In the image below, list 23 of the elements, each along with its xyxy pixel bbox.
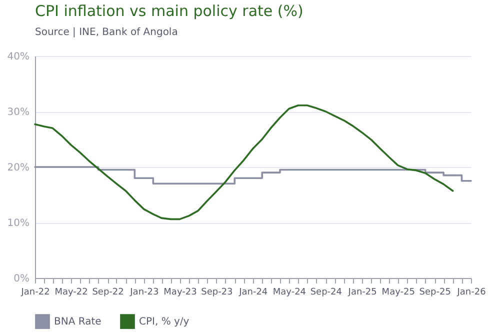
x-tick-label: Sep-25 xyxy=(419,288,451,298)
x-tick-label: Jan-23 xyxy=(129,288,159,298)
x-tick-label: Jan-25 xyxy=(347,288,377,298)
x-tick-label: May-22 xyxy=(54,288,88,298)
chart-subtitle: Source | INE, Bank of Angola xyxy=(35,27,178,38)
line-series xyxy=(34,104,454,220)
x-tick-label: May-23 xyxy=(164,288,197,298)
x-tick-label: Sep-23 xyxy=(201,288,233,298)
x-tick-label: Sep-22 xyxy=(92,288,124,298)
y-tick-label: 40% xyxy=(7,52,30,62)
chart-title: CPI inflation vs main policy rate (%) xyxy=(35,2,304,20)
x-tick-label: Jan-24 xyxy=(238,288,268,298)
x-tick-label: Sep-24 xyxy=(310,288,342,298)
legend-label: BNA Rate xyxy=(54,316,102,328)
x-tick-label: Jan-22 xyxy=(20,288,50,298)
y-tick-label: 10% xyxy=(7,218,30,229)
legend-label: CPI, % y/y xyxy=(139,316,190,328)
y-tick-label: 20% xyxy=(7,162,30,174)
x-tick-label: May-24 xyxy=(272,288,306,298)
x-tick-label: Jan-26 xyxy=(456,288,486,298)
y-tick-label: 30% xyxy=(7,107,30,118)
x-tick-label: May-25 xyxy=(382,288,415,298)
y-tick-label: 0% xyxy=(14,274,30,284)
